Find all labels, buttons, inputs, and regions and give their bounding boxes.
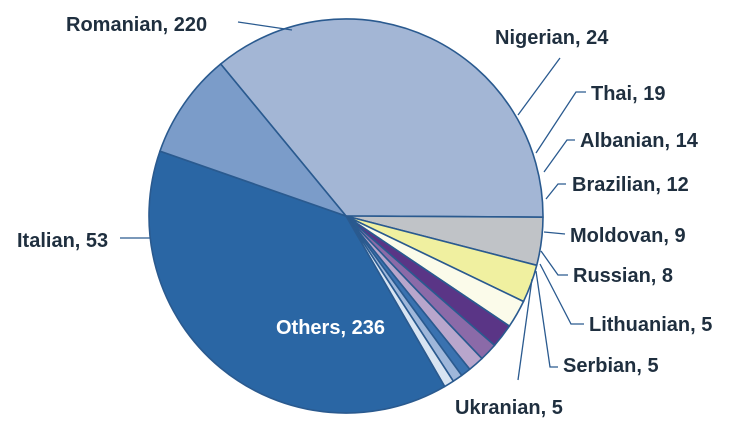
leader-brazilian bbox=[545, 183, 566, 200]
leader-ukranian bbox=[517, 278, 533, 381]
leader-albanian bbox=[543, 139, 575, 173]
slice-labels: Romanian, 220 Nigerian, 24 Thai, 19 Albania… bbox=[17, 14, 712, 419]
slice-italian bbox=[159, 63, 347, 217]
leader-lithuanian bbox=[539, 263, 584, 325]
label-moldovan: Moldovan, 9 bbox=[570, 225, 686, 247]
label-ukranian: Ukranian, 5 bbox=[455, 397, 563, 419]
slice-romanian bbox=[219, 18, 544, 218]
pie-slices bbox=[148, 18, 544, 414]
leader-romanian bbox=[237, 21, 293, 31]
leader-moldovan bbox=[543, 231, 566, 235]
label-brazilian: Brazilian, 12 bbox=[572, 174, 689, 196]
label-nigerian: Nigerian, 24 bbox=[495, 27, 609, 49]
label-albanian: Albanian, 14 bbox=[580, 130, 699, 152]
label-serbian: Serbian, 5 bbox=[563, 355, 659, 377]
leader-lines bbox=[120, 21, 586, 381]
leader-thai bbox=[535, 91, 586, 154]
leader-nigerian bbox=[517, 57, 561, 116]
leader-russian bbox=[540, 250, 568, 276]
label-russian: Russian, 8 bbox=[573, 265, 673, 287]
label-lithuanian: Lithuanian, 5 bbox=[589, 314, 712, 336]
label-thai: Thai, 19 bbox=[591, 83, 665, 105]
label-italian: Italian, 53 bbox=[17, 230, 108, 252]
leader-serbian bbox=[535, 270, 558, 368]
slice-others bbox=[148, 150, 446, 414]
label-romanian: Romanian, 220 bbox=[66, 14, 207, 36]
label-others: Others, 236 bbox=[276, 317, 385, 339]
